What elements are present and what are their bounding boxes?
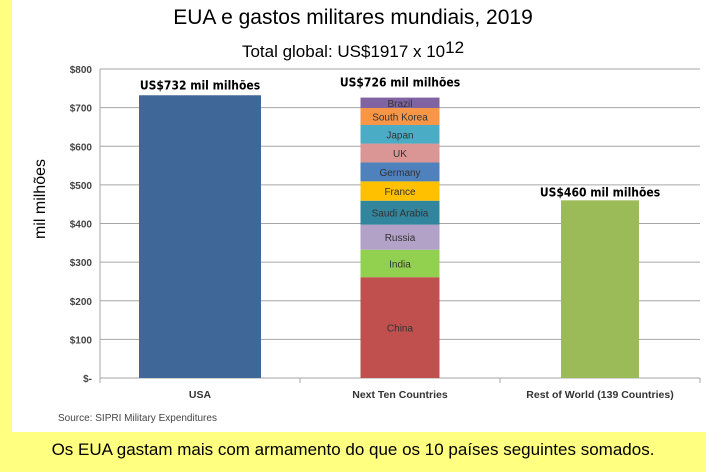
y-tick-label: $200	[70, 297, 93, 308]
segment-label: Brazil	[387, 99, 412, 110]
bar-segment-russia	[360, 224, 440, 250]
source-note: Source: SIPRI Military Expenditures	[58, 413, 217, 424]
bar-segment-france	[360, 181, 440, 201]
data-label: US$460 mil milhões	[540, 185, 660, 199]
subtitle-text: Total global: US$1917 x 10	[241, 42, 446, 61]
bar-segment-germany	[360, 162, 440, 182]
y-tick-label: $100	[70, 335, 93, 346]
segment-label: Saudi Arabia	[372, 209, 429, 220]
segment-label: India	[389, 259, 411, 270]
chart-subtitle: Total global: US$1917 x 1012	[0, 38, 706, 62]
bar-segment-south-korea	[360, 108, 440, 126]
bar-segment-brazil	[360, 97, 440, 109]
subtitle-exponent: 12	[445, 38, 465, 57]
y-tick-label: $600	[70, 142, 93, 153]
segment-label: South Korea	[372, 113, 428, 124]
y-tick-label: $700	[70, 104, 93, 115]
bar-usa	[139, 95, 261, 378]
bar-segment-saudi-arabia	[360, 200, 440, 225]
segment-label: China	[387, 324, 414, 335]
segment-label: Russia	[385, 233, 416, 244]
x-tick-label: USA	[189, 389, 212, 401]
y-tick-label: $400	[70, 220, 93, 231]
segment-label: UK	[393, 149, 407, 160]
data-label: US$732 mil milhões	[140, 78, 260, 92]
y-tick-label: $500	[70, 181, 93, 192]
bar-segment-india	[360, 249, 440, 278]
segment-label: Germany	[379, 168, 420, 179]
bar-segment-japan	[360, 125, 440, 144]
y-tick-label: $-	[83, 374, 92, 385]
y-axis-label: mil milhões	[32, 159, 49, 240]
bar-segment-china	[360, 277, 440, 378]
bar-rest-of-world-139-countries-	[561, 200, 639, 378]
bar-chart: $- $100 $200 $300 $400 $500 $600 $700 $800 US$732…	[70, 65, 701, 401]
data-label: US$726 mil milhões	[340, 76, 460, 90]
chart-title: EUA e gastos militares mundiais, 2019	[173, 6, 533, 29]
bar-segment-uk	[360, 143, 440, 163]
y-tick-label: $800	[70, 65, 93, 76]
caption: Os EUA gastam mais com armamento do que …	[51, 440, 655, 459]
segment-label: Japan	[386, 130, 413, 141]
x-tick-label: Rest of World (139 Countries)	[526, 389, 673, 401]
segment-label: France	[384, 187, 416, 198]
x-tick-label: Next Ten Countries	[352, 389, 448, 401]
y-tick-label: $300	[70, 258, 93, 269]
